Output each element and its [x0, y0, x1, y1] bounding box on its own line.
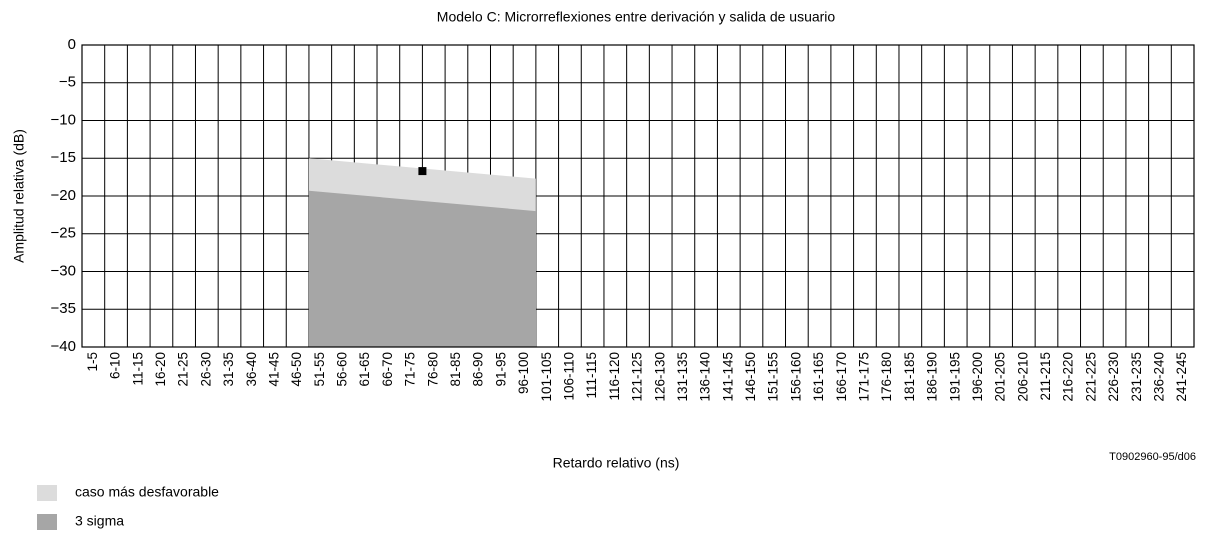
x-tick-label: 221-225: [1083, 352, 1098, 402]
x-tick-label: 156-160: [788, 352, 803, 402]
x-tick-label: 41-45: [266, 352, 281, 387]
y-tick-label: −25: [51, 225, 76, 242]
x-tick-label: 216-220: [1061, 352, 1076, 402]
x-tick-label: 181-185: [902, 352, 917, 402]
x-tick-label: 131-135: [675, 352, 690, 402]
legend-label: caso más desfavorable: [75, 484, 219, 500]
x-tick-label: 51-55: [312, 352, 327, 387]
x-tick-label: 196-200: [970, 352, 985, 402]
x-axis-label: Retardo relativo (ns): [553, 455, 680, 471]
y-tick-label: −30: [51, 262, 76, 279]
y-tick-label: −40: [51, 338, 76, 355]
x-tick-label: 176-180: [879, 352, 894, 402]
x-tick-label: 61-65: [357, 352, 372, 387]
x-tick-label: 171-175: [857, 352, 872, 402]
x-tick-label: 91-95: [493, 352, 508, 387]
x-tick-label: 26-30: [198, 352, 213, 387]
x-tick-label: 6-10: [108, 352, 123, 379]
x-tick-label: 126-130: [652, 352, 667, 402]
x-tick-label: 226-230: [1106, 352, 1121, 402]
x-tick-label: 186-190: [925, 352, 940, 402]
y-tick-label: −5: [59, 74, 76, 91]
x-tick-label: 76-80: [425, 352, 440, 387]
y-tick-label: −10: [51, 111, 76, 128]
x-tick-label: 191-195: [947, 352, 962, 402]
x-tick-label: 86-90: [471, 352, 486, 387]
area: [308, 190, 536, 347]
x-tick-label: 166-170: [834, 352, 849, 402]
marker: [418, 167, 427, 176]
x-tick-label: 21-25: [176, 352, 191, 387]
legend-swatch: [37, 485, 57, 501]
x-tick-label: 96-100: [516, 352, 531, 394]
plot-frame: [81, 44, 1195, 348]
x-tick-label: 111-115: [584, 352, 599, 399]
x-tick-label: 141-145: [720, 352, 735, 402]
x-tick-label: 151-155: [766, 352, 781, 402]
chart-title: Modelo C: Microrreflexiones entre deriva…: [437, 9, 836, 25]
x-tick-label: 16-20: [153, 352, 168, 387]
y-tick-label: −35: [51, 300, 76, 317]
x-tick-label: 206-210: [1015, 352, 1030, 402]
x-tick-label: 231-235: [1129, 352, 1144, 402]
x-tick-label: 46-50: [289, 352, 304, 387]
legend-label: 3 sigma: [75, 513, 124, 529]
x-tick-label: 66-70: [380, 352, 395, 387]
legend-swatch: [37, 514, 57, 530]
x-tick-label: 241-245: [1174, 352, 1189, 402]
x-tick-label: 11-15: [130, 352, 145, 386]
x-tick-label: 31-35: [221, 352, 236, 387]
x-tick-label: 36-40: [244, 352, 259, 387]
x-tick-label: 81-85: [448, 352, 463, 387]
x-tick-label: 71-75: [403, 352, 418, 387]
x-tick-label: 211-215: [1038, 352, 1053, 401]
x-tick-label: 136-140: [698, 352, 713, 402]
annotation: T0902960-95/d06: [1109, 451, 1196, 463]
x-tick-label: 201-205: [993, 352, 1008, 402]
x-tick-label: 56-60: [335, 352, 350, 387]
x-tick-label: 236-240: [1152, 352, 1167, 402]
x-tick-label: 121-125: [630, 352, 645, 402]
y-tick-label: 0: [68, 36, 76, 53]
x-tick-label: 101-105: [539, 352, 554, 402]
y-tick-label: −15: [51, 149, 76, 166]
x-tick-label: 146-150: [743, 352, 758, 402]
y-axis-label: Amplitud relativa (dB): [11, 129, 27, 263]
x-tick-label: 116-120: [607, 352, 622, 401]
x-tick-label: 1-5: [85, 352, 100, 372]
y-tick-label: −20: [51, 187, 76, 204]
x-tick-label: 106-110: [561, 352, 576, 401]
x-tick-label: 161-165: [811, 352, 826, 402]
